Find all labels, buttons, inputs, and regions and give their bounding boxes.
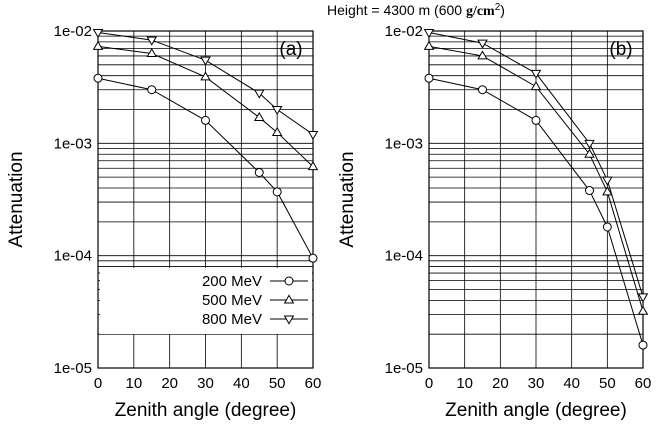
chart-panel-b bbox=[423, 28, 649, 369]
y-tick-label: 1e-03 bbox=[54, 135, 92, 152]
data-point-200-mev bbox=[201, 115, 210, 125]
plot-frame bbox=[428, 30, 644, 369]
x-tick-label: 20 bbox=[492, 375, 509, 392]
data-point-800-mev bbox=[146, 36, 158, 46]
legend-label-800-mev: 800 MeV bbox=[202, 311, 262, 328]
data-point-200-mev bbox=[93, 73, 103, 83]
y-tick-label: 1e-03 bbox=[385, 135, 423, 152]
x-tick-label: 40 bbox=[563, 375, 580, 392]
x-tick-label: 10 bbox=[456, 375, 473, 392]
data-point-200-mev bbox=[147, 85, 157, 95]
x-tick-label: 50 bbox=[269, 375, 286, 392]
data-point-800-mev bbox=[477, 39, 488, 49]
y-tick-label: 1e-05 bbox=[54, 360, 92, 377]
x-tick-label: 60 bbox=[635, 375, 652, 392]
series-line-500-mev bbox=[97, 45, 314, 168]
figure-title-suffix: ) bbox=[500, 2, 505, 18]
x-tick-label: 10 bbox=[125, 375, 142, 392]
x-tick-label: 50 bbox=[599, 375, 616, 392]
series-line-200-mev bbox=[97, 77, 314, 259]
series-line-800-mev bbox=[428, 31, 644, 297]
data-point-500-mev bbox=[271, 126, 283, 136]
data-point-200-mev bbox=[424, 73, 434, 83]
x-tick-label: 20 bbox=[161, 375, 178, 392]
y-axis-label: Attenuation bbox=[337, 151, 358, 247]
data-point-500-mev bbox=[92, 40, 104, 50]
legend-marker-800-mev bbox=[283, 315, 295, 325]
data-point-500-mev bbox=[530, 80, 542, 91]
data-point-200-mev bbox=[602, 222, 612, 232]
figure-title: Height = 4300 m (600 g/cm2) bbox=[327, 2, 505, 19]
data-point-200-mev bbox=[478, 85, 487, 95]
data-point-500-mev bbox=[477, 50, 488, 60]
data-point-500-mev bbox=[146, 47, 158, 58]
figure-title-sup: 2 bbox=[495, 2, 501, 13]
y-tick-label: 1e-04 bbox=[385, 248, 423, 265]
plot-frame bbox=[97, 30, 314, 369]
data-point-800-mev bbox=[200, 56, 211, 66]
x-tick-label: 40 bbox=[233, 375, 250, 392]
data-point-800-mev bbox=[423, 28, 435, 39]
panel-label: (a) bbox=[279, 39, 302, 60]
data-point-800-mev bbox=[92, 28, 104, 39]
x-axis-label: Zenith angle (degree) bbox=[445, 400, 627, 421]
data-point-200-mev bbox=[254, 167, 264, 177]
data-point-800-mev bbox=[602, 176, 613, 186]
x-tick-label: 0 bbox=[94, 375, 102, 392]
data-point-200-mev bbox=[272, 187, 282, 197]
data-point-500-mev bbox=[637, 305, 649, 315]
data-point-200-mev bbox=[531, 115, 541, 125]
legend-marker-500-mev bbox=[283, 294, 295, 304]
x-tick-label: 0 bbox=[425, 375, 433, 392]
panel-label: (b) bbox=[609, 39, 632, 60]
data-point-500-mev bbox=[307, 161, 319, 171]
data-point-500-mev bbox=[423, 40, 435, 50]
data-point-800-mev bbox=[307, 130, 319, 141]
series-line-800-mev bbox=[97, 31, 314, 135]
data-point-200-mev bbox=[638, 340, 648, 350]
x-tick-label: 30 bbox=[528, 375, 545, 392]
y-axis-label: Attenuation bbox=[6, 151, 27, 247]
x-tick-label: 60 bbox=[305, 375, 322, 392]
data-point-200-mev bbox=[585, 186, 594, 196]
series-line-200-mev bbox=[428, 77, 644, 346]
legend-marker-200-mev bbox=[284, 276, 294, 286]
data-point-800-mev bbox=[530, 69, 542, 79]
x-tick-label: 30 bbox=[197, 375, 214, 392]
data-point-500-mev bbox=[602, 186, 613, 196]
figure-title-unit: g/cm bbox=[466, 4, 495, 19]
y-tick-label: 1e-04 bbox=[54, 248, 92, 265]
y-tick-label: 1e-02 bbox=[385, 23, 423, 40]
legend-background bbox=[100, 268, 312, 334]
chart-panel-a bbox=[92, 28, 319, 369]
legend-label-200-mev: 200 MeV bbox=[202, 273, 262, 290]
data-point-800-mev bbox=[271, 106, 283, 116]
x-axis-label: Zenith angle (degree) bbox=[115, 400, 297, 421]
data-point-800-mev bbox=[253, 89, 265, 99]
legend-label-500-mev: 500 MeV bbox=[202, 292, 262, 309]
data-point-500-mev bbox=[200, 71, 211, 81]
series-line-500-mev bbox=[428, 45, 644, 312]
data-point-500-mev bbox=[584, 148, 595, 158]
data-point-800-mev bbox=[584, 139, 595, 149]
y-tick-label: 1e-05 bbox=[385, 360, 423, 377]
data-point-500-mev bbox=[253, 111, 265, 121]
y-tick-label: 1e-02 bbox=[54, 23, 92, 40]
figure-title-prefix: Height = 4300 m (600 bbox=[327, 2, 466, 18]
data-point-200-mev bbox=[308, 253, 318, 263]
data-point-800-mev bbox=[637, 293, 649, 303]
